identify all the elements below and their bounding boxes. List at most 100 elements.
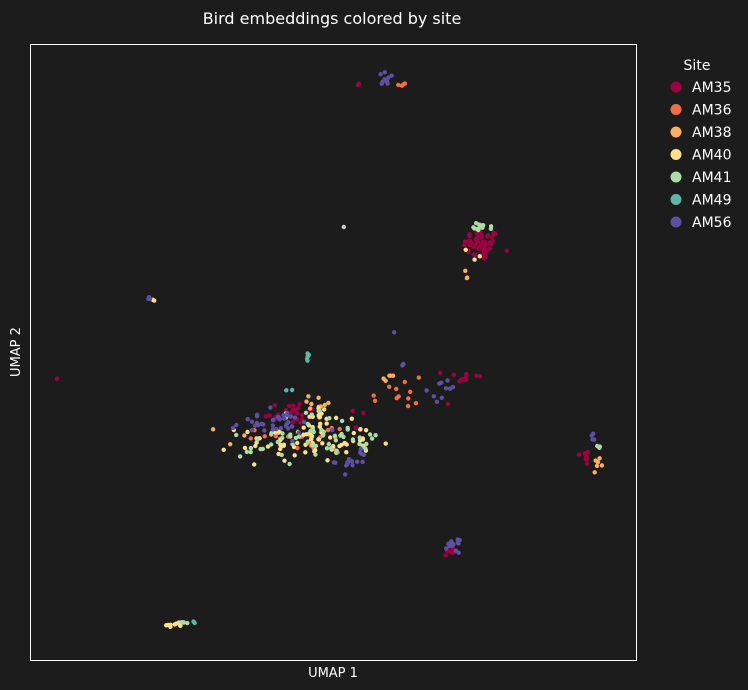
legend-label: AM41: [692, 170, 731, 186]
scatter-point: [345, 425, 350, 431]
scatter-point: [481, 247, 486, 253]
scatter-point: [265, 444, 271, 449]
scatter-point: [333, 438, 338, 443]
scatter-point: [447, 386, 453, 391]
scatter-point: [210, 427, 216, 432]
scatter-point: [595, 443, 600, 449]
scatter-point: [583, 454, 589, 460]
scatter-point: [597, 456, 602, 461]
scatter-point: [383, 441, 388, 446]
scatter-point: [390, 373, 396, 378]
scatter-point: [273, 434, 278, 439]
scatter-point: [291, 403, 296, 408]
scatter-point: [434, 399, 440, 404]
scatter-point: [242, 433, 247, 438]
scatter-point: [451, 372, 457, 378]
scatter-point: [313, 443, 319, 448]
scatter-point: [253, 443, 258, 449]
scatter-point: [221, 447, 226, 452]
scatter-point: [591, 431, 596, 436]
legend-item: AM49: [670, 193, 731, 209]
legend-item: AM36: [670, 103, 732, 119]
scatter-point: [322, 407, 327, 412]
legend: Site AM35 AM36 AM38 AM40 AM41 AM49 AM56: [670, 58, 732, 231]
scatter-point: [488, 246, 493, 251]
scatter-point: [164, 623, 169, 628]
scatter-point: [378, 72, 383, 77]
scatter-point: [585, 449, 590, 455]
scatter-point: [309, 412, 314, 417]
scatter-point: [284, 421, 289, 427]
scatter-point: [355, 459, 360, 464]
scatter-point: [463, 268, 468, 273]
scatter-point: [290, 420, 295, 425]
scatter-point: [168, 622, 173, 627]
scatter-point: [317, 408, 322, 413]
scatter-point: [443, 553, 448, 558]
scatter-point: [275, 415, 281, 420]
scatter-point: [325, 427, 331, 433]
scatter-point: [313, 452, 318, 457]
scatter-point: [356, 81, 361, 86]
scatter-point: [307, 406, 313, 411]
legend-item: AM35: [670, 80, 731, 96]
scatter-point: [261, 422, 266, 427]
scatter-point: [478, 244, 483, 249]
scatter-point: [396, 394, 401, 399]
scatter-point: [467, 232, 472, 237]
scatter-point: [230, 425, 236, 431]
scatter-point: [191, 619, 196, 624]
scatter-point: [290, 438, 295, 444]
scatter-point: [248, 445, 254, 451]
scatter-point: [263, 414, 268, 419]
legend-marker: [670, 104, 682, 115]
scatter-point: [337, 426, 342, 432]
scatter-point: [462, 242, 467, 248]
scatter-point: [328, 435, 333, 440]
scatter-point: [237, 454, 243, 459]
scatter-point: [387, 384, 392, 389]
scatter-point: [234, 422, 239, 428]
scatter-point: [408, 389, 413, 394]
y-axis-label: UMAP 2: [9, 327, 24, 377]
scatter-point: [326, 400, 331, 406]
scatter-point: [303, 450, 308, 455]
scatter-point: [463, 247, 468, 252]
scatter-point: [463, 377, 469, 382]
scatter-point: [349, 459, 355, 464]
legend-label: AM40: [692, 148, 731, 164]
scatter-point: [305, 421, 310, 427]
scatter-point: [292, 415, 298, 420]
scatter-point: [320, 433, 326, 438]
scatter-point: [481, 255, 486, 260]
scatter-point: [464, 275, 470, 281]
scatter-point: [278, 426, 284, 431]
scatter-point: [316, 437, 322, 442]
scatter-point: [289, 424, 295, 429]
scatter-point: [488, 226, 494, 231]
scatter-point: [469, 240, 474, 246]
scatter-point: [401, 82, 406, 87]
legend-marker: [670, 81, 682, 93]
scatter-point: [318, 421, 323, 426]
scatter-point: [287, 403, 292, 409]
scatter-point: [471, 244, 477, 250]
legend-label: AM36: [692, 103, 732, 119]
scatter-point: [324, 446, 330, 451]
legend-marker: [670, 194, 682, 205]
scatter-point: [316, 395, 321, 400]
scatter-point: [305, 358, 310, 363]
scatter-point: [389, 73, 394, 78]
scatter-point: [358, 450, 363, 455]
scatter-point: [382, 70, 387, 75]
scatter-point: [248, 436, 253, 441]
scatter-point: [325, 458, 330, 463]
legend-item: AM40: [670, 148, 731, 164]
scatter-point: [401, 361, 406, 367]
scatter-point: [284, 388, 289, 393]
scatter-point: [345, 460, 350, 465]
scatter-points: [54, 70, 605, 629]
scatter-point: [287, 461, 292, 467]
scatter-point: [280, 435, 285, 441]
scatter-point: [262, 428, 267, 433]
